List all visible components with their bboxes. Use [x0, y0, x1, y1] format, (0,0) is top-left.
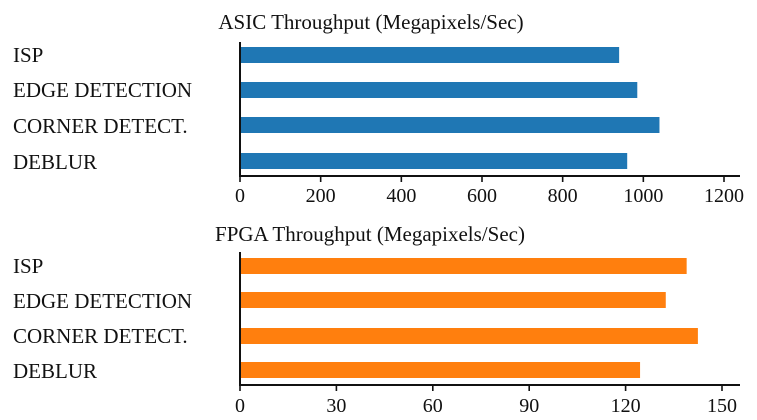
asic-x-tick-label-200: 200 [306, 185, 336, 207]
fpga-bar-corner-detect [240, 328, 698, 344]
asic-bar-corner-detect [240, 117, 660, 133]
fpga-bar-isp [240, 258, 687, 274]
fpga-bars [240, 258, 698, 378]
asic-category-label-edge-detection: EDGE DETECTION [13, 78, 192, 102]
fpga-bar-edge-detection [240, 292, 666, 308]
fpga-x-tick-label-150: 150 [707, 395, 737, 417]
asic-category-label-isp: ISP [13, 43, 43, 67]
fpga-x-tick-label-120: 120 [611, 395, 641, 417]
asic-bars [240, 47, 660, 169]
asic-chart-title: ASIC Throughput (Megapixels/Sec) [218, 10, 523, 34]
fpga-bar-deblur [240, 362, 641, 378]
asic-bar-edge-detection [240, 82, 638, 98]
fpga-category-label-edge-detection: EDGE DETECTION [13, 289, 192, 313]
asic-x-tick-label-600: 600 [467, 185, 497, 207]
asic-x-tick-label-1000: 1000 [623, 185, 663, 207]
fpga-chart-title: FPGA Throughput (Megapixels/Sec) [215, 222, 525, 246]
fpga-x-tick-label-0: 0 [235, 395, 245, 417]
asic-x-tick-label-0: 0 [235, 185, 245, 207]
asic-x-ticks: 0 200 400 600 800 1000 1200 [235, 176, 744, 207]
fpga-x-tick-label-60: 60 [423, 395, 443, 417]
fpga-x-tick-label-30: 30 [326, 395, 346, 417]
fpga-category-label-corner-detect: CORNER DETECT. [13, 324, 188, 348]
asic-category-label-corner-detect: CORNER DETECT. [13, 114, 188, 138]
asic-category-label-deblur: DEBLUR [13, 150, 97, 174]
fpga-x-tick-label-90: 90 [519, 395, 539, 417]
fpga-panel: FPGA Throughput (Megapixels/Sec) ISP EDG… [13, 222, 740, 417]
fpga-category-label-isp: ISP [13, 254, 43, 278]
fpga-x-ticks: 0 30 60 90 120 150 [235, 385, 737, 417]
asic-bar-deblur [240, 153, 628, 169]
asic-bar-isp [240, 47, 620, 63]
asic-x-tick-label-400: 400 [386, 185, 416, 207]
asic-panel: ASIC Throughput (Megapixels/Sec) ISP EDG… [13, 10, 744, 207]
asic-x-tick-label-1200: 1200 [704, 185, 744, 207]
fpga-category-label-deblur: DEBLUR [13, 359, 97, 383]
asic-x-tick-label-800: 800 [548, 185, 578, 207]
